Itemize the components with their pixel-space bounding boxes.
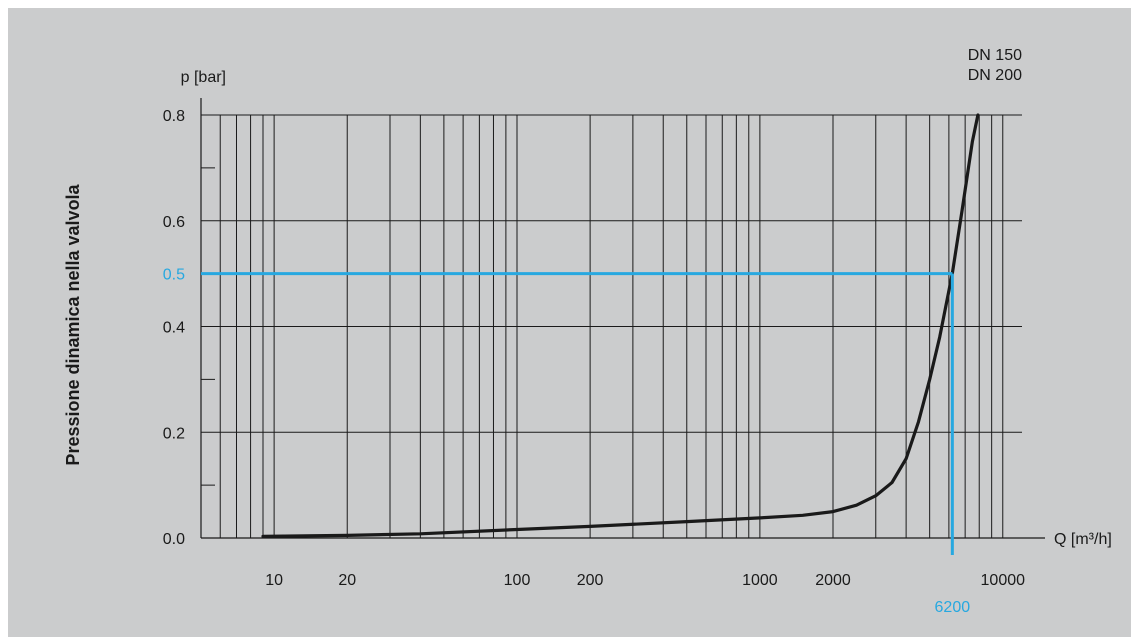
x-tick-label: 1000	[742, 572, 778, 589]
labels: p [bar] Q [m³/h] Pressione dinamica nell…	[63, 47, 1112, 616]
y-tick-label: 0.0	[163, 531, 185, 548]
series	[261, 113, 980, 538]
y-axis-title: Pressione dinamica nella valvola	[63, 183, 83, 465]
y-unit-label: p [bar]	[181, 69, 226, 86]
grid	[200, 114, 1022, 539]
x-tick-label: 10	[265, 572, 283, 589]
series-line-dn150-dn200	[261, 113, 980, 538]
x-tick-label: 200	[577, 572, 604, 589]
annotation	[201, 272, 954, 555]
y-tick-label: 0.8	[163, 108, 185, 125]
y-tick-label: 0.6	[163, 214, 185, 231]
series-label-dn150: DN 150	[968, 47, 1022, 64]
axes	[200, 98, 1045, 539]
x-tick-label: 20	[338, 572, 356, 589]
x-tick-label: 2000	[815, 572, 851, 589]
y-tick-label: 0.5	[163, 267, 185, 284]
x-tick-label: 100	[504, 572, 531, 589]
x-unit-label: Q [m³/h]	[1054, 531, 1112, 548]
y-tick-label: 0.4	[163, 320, 185, 337]
y-tick-label: 0.2	[163, 425, 185, 442]
series-label-dn200: DN 200	[968, 67, 1022, 84]
highlight-flow-label: 6200	[935, 599, 971, 616]
x-tick-label: 10000	[981, 572, 1026, 589]
